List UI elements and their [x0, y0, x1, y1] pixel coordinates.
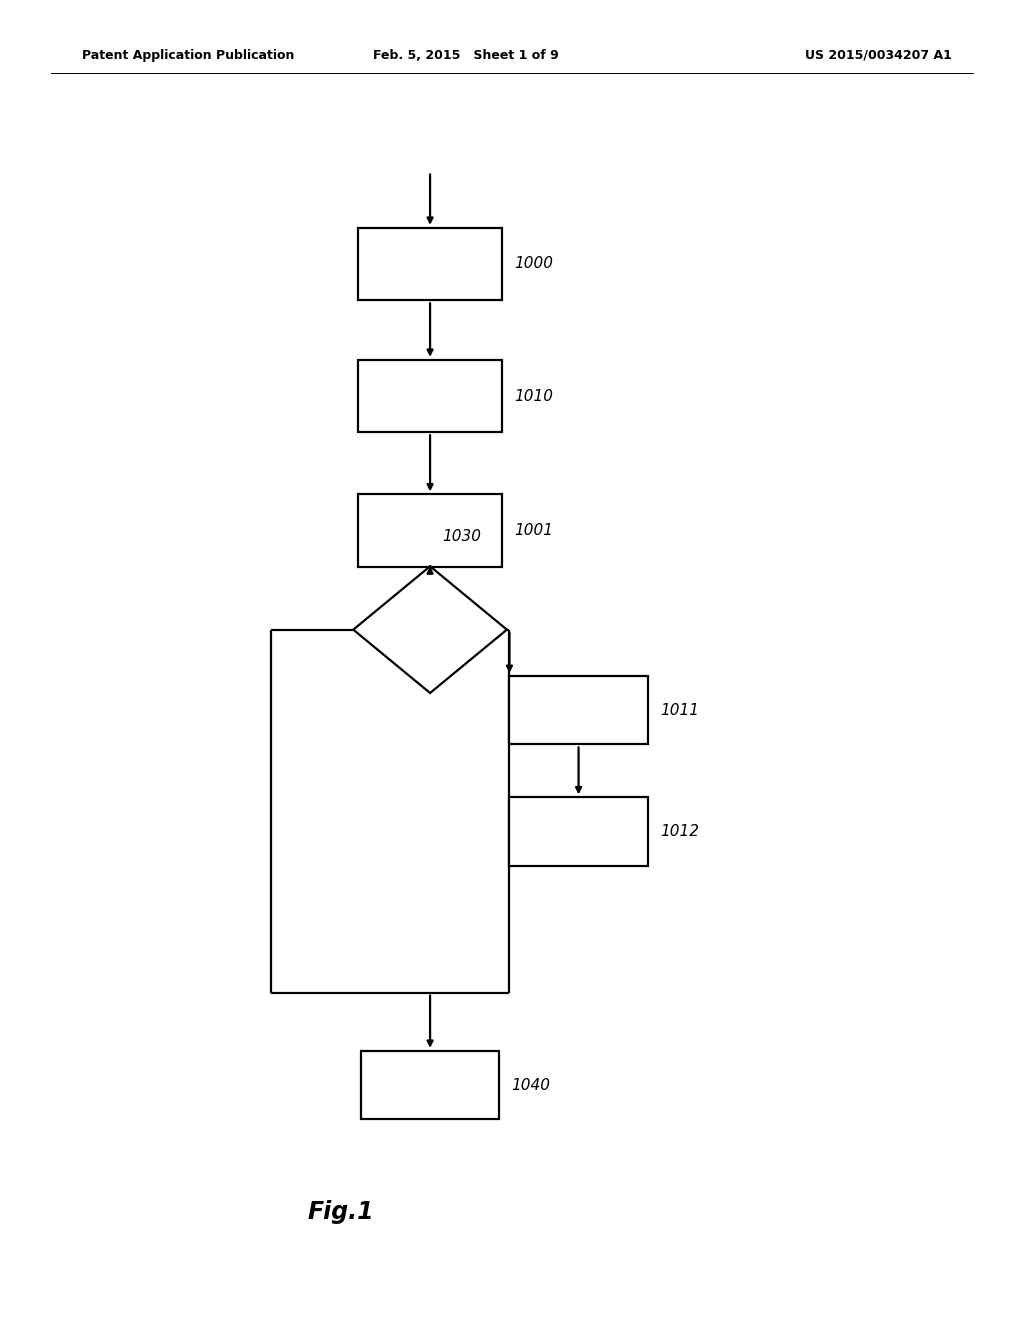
Text: 1040: 1040 [512, 1077, 551, 1093]
Bar [509, 676, 647, 744]
Bar [358, 227, 502, 300]
Polygon shape [353, 566, 507, 693]
Text: 1000: 1000 [514, 256, 553, 272]
Text: 1030: 1030 [442, 529, 481, 544]
Bar [509, 797, 647, 866]
Text: 1011: 1011 [659, 702, 699, 718]
Text: Fig.1: Fig.1 [307, 1200, 374, 1224]
Text: US 2015/0034207 A1: US 2015/0034207 A1 [806, 49, 952, 62]
Text: 1010: 1010 [514, 388, 553, 404]
Bar [358, 494, 502, 568]
Bar [360, 1051, 500, 1119]
Text: Patent Application Publication: Patent Application Publication [82, 49, 294, 62]
Text: 1012: 1012 [659, 824, 699, 840]
Text: 1001: 1001 [514, 523, 553, 539]
Bar [358, 360, 502, 433]
Text: Feb. 5, 2015   Sheet 1 of 9: Feb. 5, 2015 Sheet 1 of 9 [373, 49, 559, 62]
